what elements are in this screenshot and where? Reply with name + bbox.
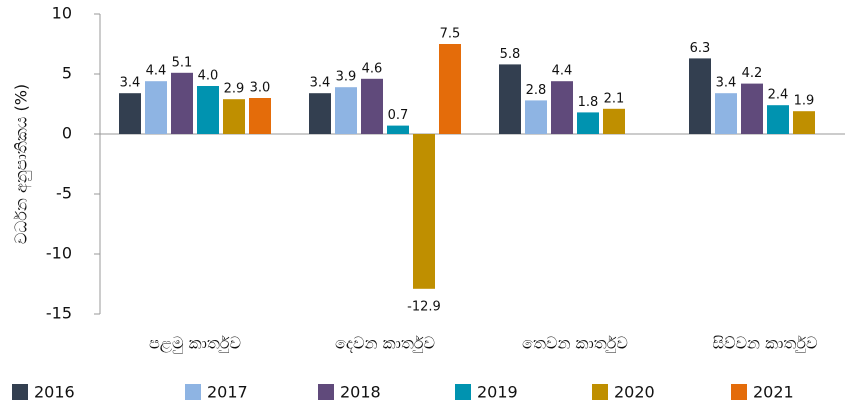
- bar: [171, 72, 193, 134]
- x-tick-label: තෙවන කාර්තුව: [522, 334, 628, 354]
- y-tick-label: -10: [46, 244, 72, 263]
- value-label: 3.4: [120, 76, 141, 91]
- value-label: 4.0: [198, 69, 219, 84]
- value-label: 5.8: [500, 47, 521, 62]
- value-label: 3.4: [310, 76, 331, 91]
- legend-label: 2017: [207, 383, 248, 402]
- bar: [387, 125, 409, 134]
- bar: [413, 134, 435, 289]
- legend-label: 2021: [753, 383, 794, 402]
- legend-label: 2018: [340, 383, 381, 402]
- value-label: 2.9: [224, 82, 245, 97]
- bar: [197, 86, 219, 134]
- bar: [715, 93, 737, 134]
- bar: [119, 93, 141, 134]
- value-label: 4.4: [146, 64, 167, 79]
- y-tick-label: 0: [62, 124, 72, 143]
- bar: [689, 58, 711, 134]
- bar: [439, 44, 461, 134]
- bar: [361, 78, 383, 134]
- value-label: 1.9: [794, 94, 815, 109]
- legend-swatch: [731, 384, 747, 400]
- bar: [603, 108, 625, 134]
- x-tick-label: පළමු කාර්තුව: [149, 334, 241, 354]
- value-label: 2.4: [768, 88, 789, 103]
- bar: [577, 112, 599, 134]
- value-label: 5.1: [172, 55, 193, 70]
- legend-label: 2016: [34, 383, 75, 402]
- bar: [309, 93, 331, 134]
- legend-swatch: [12, 384, 28, 400]
- value-label: 3.9: [336, 70, 357, 85]
- legend-swatch: [318, 384, 334, 400]
- value-label: 3.4: [716, 76, 737, 91]
- value-label: 2.1: [604, 91, 625, 106]
- y-tick-label: -15: [46, 304, 72, 323]
- legend-swatch: [592, 384, 608, 400]
- value-label: 0.7: [388, 108, 409, 123]
- bar: [499, 64, 521, 134]
- bar: [223, 99, 245, 134]
- legend-label: 2020: [614, 383, 655, 402]
- bar: [793, 111, 815, 134]
- value-label: 1.8: [578, 95, 599, 110]
- x-tick-label: දෙවන කාර්තුව: [335, 334, 435, 354]
- value-label: 7.5: [440, 27, 461, 42]
- bar: [525, 100, 547, 134]
- bar: [741, 83, 763, 134]
- value-label: 4.6: [362, 61, 383, 76]
- legend-label: 2019: [477, 383, 518, 402]
- value-label: 4.4: [552, 64, 573, 79]
- y-axis-label: වර්ධන අනුපාතිකය (%): [12, 84, 32, 244]
- value-label: 2.8: [526, 83, 547, 98]
- y-tick-label: -5: [56, 184, 72, 203]
- legend-swatch: [185, 384, 201, 400]
- value-label: 4.2: [742, 66, 763, 81]
- legend-swatch: [455, 384, 471, 400]
- y-tick-label: 5: [62, 64, 72, 83]
- bar: [767, 105, 789, 134]
- bar: [335, 87, 357, 134]
- value-label: 6.3: [690, 41, 711, 56]
- bar: [145, 81, 167, 134]
- bar: [551, 81, 573, 134]
- value-label: 3.0: [250, 81, 271, 96]
- x-tick-label: සිව්වන කාර්තුව: [712, 334, 817, 354]
- bar: [249, 98, 271, 134]
- value-label: -12.9: [407, 299, 441, 314]
- y-tick-label: 10: [52, 4, 72, 23]
